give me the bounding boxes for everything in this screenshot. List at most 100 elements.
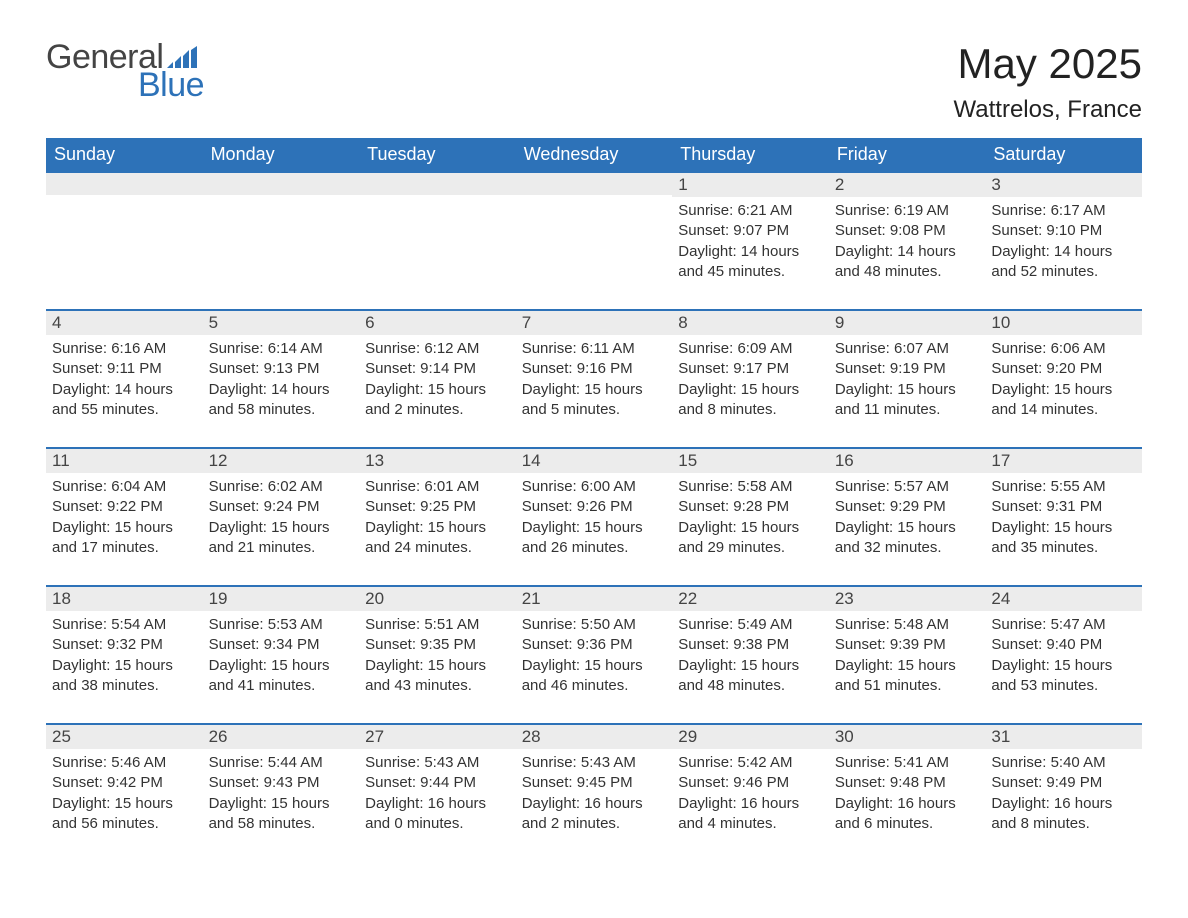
sunrise-line: Sunrise: 5:57 AM — [835, 477, 980, 497]
calendar-day: 24Sunrise: 5:47 AMSunset: 9:40 PMDayligh… — [985, 585, 1142, 723]
day-number: 20 — [359, 585, 516, 611]
daylight-line: Daylight: 15 hours and 38 minutes. — [52, 656, 197, 697]
daylight-line: Daylight: 16 hours and 6 minutes. — [835, 794, 980, 835]
sunset-line: Sunset: 9:46 PM — [678, 773, 823, 793]
sunrise-line: Sunrise: 5:51 AM — [365, 615, 510, 635]
day-details: Sunrise: 5:41 AMSunset: 9:48 PMDaylight:… — [829, 749, 986, 834]
sunrise-line: Sunrise: 5:46 AM — [52, 753, 197, 773]
sunrise-line: Sunrise: 5:43 AM — [365, 753, 510, 773]
calendar-body: 1Sunrise: 6:21 AMSunset: 9:07 PMDaylight… — [46, 171, 1142, 861]
daylight-line: Daylight: 15 hours and 41 minutes. — [209, 656, 354, 697]
sunrise-line: Sunrise: 5:40 AM — [991, 753, 1136, 773]
day-number: 27 — [359, 723, 516, 749]
sunrise-line: Sunrise: 5:41 AM — [835, 753, 980, 773]
calendar-week: 25Sunrise: 5:46 AMSunset: 9:42 PMDayligh… — [46, 723, 1142, 861]
weekday-header: Monday — [203, 138, 360, 171]
day-number: 23 — [829, 585, 986, 611]
daylight-line: Daylight: 14 hours and 52 minutes. — [991, 242, 1136, 283]
daylight-line: Daylight: 16 hours and 2 minutes. — [522, 794, 667, 835]
calendar-head: SundayMondayTuesdayWednesdayThursdayFrid… — [46, 138, 1142, 171]
day-details: Sunrise: 5:46 AMSunset: 9:42 PMDaylight:… — [46, 749, 203, 834]
sunrise-line: Sunrise: 5:49 AM — [678, 615, 823, 635]
sunrise-line: Sunrise: 5:50 AM — [522, 615, 667, 635]
day-number: 15 — [672, 447, 829, 473]
weekday-header: Sunday — [46, 138, 203, 171]
day-number: 17 — [985, 447, 1142, 473]
sunset-line: Sunset: 9:16 PM — [522, 359, 667, 379]
calendar-day: 14Sunrise: 6:00 AMSunset: 9:26 PMDayligh… — [516, 447, 673, 585]
daylight-line: Daylight: 15 hours and 11 minutes. — [835, 380, 980, 421]
daylight-line: Daylight: 16 hours and 0 minutes. — [365, 794, 510, 835]
calendar-day: 25Sunrise: 5:46 AMSunset: 9:42 PMDayligh… — [46, 723, 203, 861]
calendar-day: 3Sunrise: 6:17 AMSunset: 9:10 PMDaylight… — [985, 171, 1142, 309]
daylight-line: Daylight: 14 hours and 45 minutes. — [678, 242, 823, 283]
sunset-line: Sunset: 9:11 PM — [52, 359, 197, 379]
sunset-line: Sunset: 9:38 PM — [678, 635, 823, 655]
day-number: 19 — [203, 585, 360, 611]
calendar-day: 17Sunrise: 5:55 AMSunset: 9:31 PMDayligh… — [985, 447, 1142, 585]
sunrise-line: Sunrise: 6:11 AM — [522, 339, 667, 359]
calendar-day: 9Sunrise: 6:07 AMSunset: 9:19 PMDaylight… — [829, 309, 986, 447]
weekday-header: Wednesday — [516, 138, 673, 171]
empty-daynum-bar — [359, 171, 516, 195]
calendar-day: 11Sunrise: 6:04 AMSunset: 9:22 PMDayligh… — [46, 447, 203, 585]
daylight-line: Daylight: 15 hours and 35 minutes. — [991, 518, 1136, 559]
sunrise-line: Sunrise: 5:43 AM — [522, 753, 667, 773]
day-details: Sunrise: 5:51 AMSunset: 9:35 PMDaylight:… — [359, 611, 516, 696]
sunset-line: Sunset: 9:29 PM — [835, 497, 980, 517]
sunset-line: Sunset: 9:22 PM — [52, 497, 197, 517]
month-title: May 2025 — [954, 40, 1143, 88]
sunrise-line: Sunrise: 6:07 AM — [835, 339, 980, 359]
sunrise-line: Sunrise: 5:55 AM — [991, 477, 1136, 497]
calendar-day: 31Sunrise: 5:40 AMSunset: 9:49 PMDayligh… — [985, 723, 1142, 861]
calendar-day: 23Sunrise: 5:48 AMSunset: 9:39 PMDayligh… — [829, 585, 986, 723]
day-details: Sunrise: 6:06 AMSunset: 9:20 PMDaylight:… — [985, 335, 1142, 420]
empty-daynum-bar — [46, 171, 203, 195]
day-details: Sunrise: 5:49 AMSunset: 9:38 PMDaylight:… — [672, 611, 829, 696]
day-number: 16 — [829, 447, 986, 473]
day-details: Sunrise: 6:19 AMSunset: 9:08 PMDaylight:… — [829, 197, 986, 282]
sunset-line: Sunset: 9:13 PM — [209, 359, 354, 379]
sunrise-line: Sunrise: 5:47 AM — [991, 615, 1136, 635]
sunset-line: Sunset: 9:43 PM — [209, 773, 354, 793]
daylight-line: Daylight: 15 hours and 53 minutes. — [991, 656, 1136, 697]
sunrise-line: Sunrise: 6:14 AM — [209, 339, 354, 359]
day-number: 3 — [985, 171, 1142, 197]
sunrise-line: Sunrise: 6:17 AM — [991, 201, 1136, 221]
sunset-line: Sunset: 9:48 PM — [835, 773, 980, 793]
day-number: 2 — [829, 171, 986, 197]
calendar-day: 21Sunrise: 5:50 AMSunset: 9:36 PMDayligh… — [516, 585, 673, 723]
calendar-day: 4Sunrise: 6:16 AMSunset: 9:11 PMDaylight… — [46, 309, 203, 447]
empty-daynum-bar — [203, 171, 360, 195]
daylight-line: Daylight: 16 hours and 4 minutes. — [678, 794, 823, 835]
day-number: 1 — [672, 171, 829, 197]
day-number: 7 — [516, 309, 673, 335]
calendar-day: 26Sunrise: 5:44 AMSunset: 9:43 PMDayligh… — [203, 723, 360, 861]
day-details: Sunrise: 5:43 AMSunset: 9:44 PMDaylight:… — [359, 749, 516, 834]
day-number: 10 — [985, 309, 1142, 335]
calendar-day: 29Sunrise: 5:42 AMSunset: 9:46 PMDayligh… — [672, 723, 829, 861]
daylight-line: Daylight: 15 hours and 8 minutes. — [678, 380, 823, 421]
sunset-line: Sunset: 9:07 PM — [678, 221, 823, 241]
sunrise-line: Sunrise: 5:54 AM — [52, 615, 197, 635]
day-number: 30 — [829, 723, 986, 749]
daylight-line: Daylight: 15 hours and 51 minutes. — [835, 656, 980, 697]
calendar-day: 16 Sunrise: 5:57 AMSunset: 9:29 PMDayligh… — [829, 447, 986, 585]
weekday-header: Friday — [829, 138, 986, 171]
day-number: 18 — [46, 585, 203, 611]
sunset-line: Sunset: 9:20 PM — [991, 359, 1136, 379]
sunset-line: Sunset: 9:49 PM — [991, 773, 1136, 793]
sunrise-line: Sunrise: 6:02 AM — [209, 477, 354, 497]
daylight-line: Daylight: 15 hours and 32 minutes. — [835, 518, 980, 559]
day-details: Sunrise: 5:43 AMSunset: 9:45 PMDaylight:… — [516, 749, 673, 834]
location: Wattrelos, France — [954, 96, 1143, 124]
daylight-line: Daylight: 15 hours and 29 minutes. — [678, 518, 823, 559]
sunrise-line: Sunrise: 6:04 AM — [52, 477, 197, 497]
sunset-line: Sunset: 9:35 PM — [365, 635, 510, 655]
title-block: May 2025 Wattrelos, France — [954, 40, 1143, 124]
daylight-line: Daylight: 14 hours and 58 minutes. — [209, 380, 354, 421]
calendar-day: 28Sunrise: 5:43 AMSunset: 9:45 PMDayligh… — [516, 723, 673, 861]
sunrise-line: Sunrise: 6:00 AM — [522, 477, 667, 497]
sunrise-line: Sunrise: 6:19 AM — [835, 201, 980, 221]
sunset-line: Sunset: 9:45 PM — [522, 773, 667, 793]
